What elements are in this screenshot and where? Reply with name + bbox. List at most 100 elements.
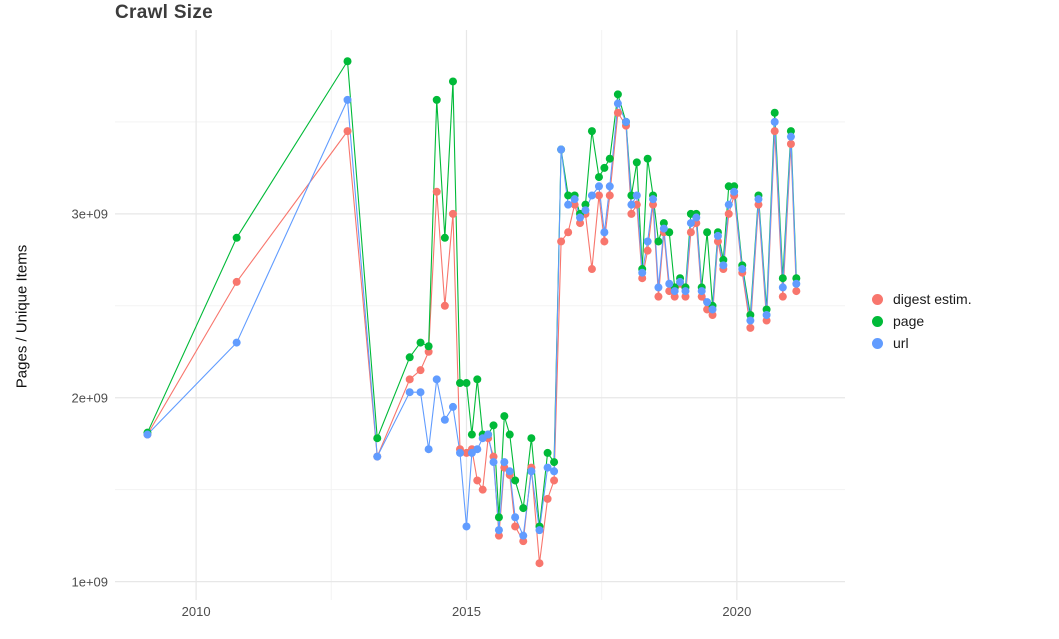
legend-item-page: page: [872, 310, 972, 332]
legend-label: url: [893, 335, 909, 351]
data-point-page: [587, 127, 596, 136]
data-point-digest-estim-: [605, 191, 614, 200]
data-point-page: [505, 430, 514, 439]
data-point-digest-estim-: [670, 292, 679, 301]
legend-item-digest-estim-: digest estim.: [872, 288, 972, 310]
data-point-page: [489, 421, 498, 430]
data-point-page: [373, 434, 382, 443]
data-point-digest-estim-: [786, 140, 795, 148]
data-point-url: [462, 522, 471, 531]
data-point-url: [570, 195, 579, 204]
legend-key-icon: [872, 293, 883, 305]
data-point-page: [527, 434, 536, 443]
data-point-page: [448, 77, 457, 86]
data-point-page: [473, 375, 482, 384]
data-point-url: [665, 279, 674, 288]
data-point-digest-estim-: [432, 187, 441, 196]
data-point-url: [143, 430, 152, 439]
data-point-page: [462, 379, 471, 388]
data-point-url: [713, 231, 722, 240]
data-point-url: [405, 388, 414, 397]
data-point-url: [587, 191, 596, 200]
data-point-url: [778, 283, 787, 292]
data-point-url: [600, 228, 609, 237]
data-point-url: [770, 117, 779, 126]
data-point-digest-estim-: [416, 366, 425, 375]
data-point-url: [343, 95, 352, 104]
data-point-url: [738, 265, 747, 274]
data-point-page: [500, 412, 509, 421]
data-point-url: [692, 213, 701, 222]
data-point-page: [613, 90, 622, 99]
data-point-url: [632, 191, 641, 200]
data-point-digest-estim-: [697, 292, 706, 301]
data-point-url: [638, 268, 647, 277]
data-point-url: [605, 182, 614, 191]
data-point-digest-estim-: [627, 209, 636, 218]
data-point-page: [600, 163, 609, 172]
data-point-url: [754, 195, 763, 204]
data-point-digest-estim-: [519, 537, 528, 546]
data-point-page: [494, 513, 503, 522]
data-point-url: [670, 287, 679, 296]
data-point-digest-estim-: [762, 316, 771, 325]
data-point-page: [746, 311, 755, 319]
data-point-page: [455, 379, 464, 388]
data-point-digest-estim-: [478, 485, 487, 494]
data-point-url: [681, 287, 690, 296]
data-point-page: [511, 476, 520, 485]
legend-label: digest estim.: [893, 291, 972, 307]
data-point-page: [424, 342, 433, 351]
data-point-url: [622, 117, 630, 126]
data-point-url: [724, 200, 733, 209]
data-point-url: [564, 200, 573, 209]
data-point-page: [343, 57, 352, 66]
data-point-url: [557, 145, 566, 154]
data-point-url: [576, 213, 585, 222]
data-point-digest-estim-: [724, 209, 733, 218]
data-point-page: [643, 154, 652, 163]
data-point-page: [405, 353, 414, 362]
data-point-digest-estim-: [576, 219, 585, 228]
data-point-page: [432, 95, 441, 104]
data-point-digest-estim-: [343, 127, 352, 136]
data-point-url: [643, 237, 652, 246]
data-point-digest-estim-: [600, 237, 609, 246]
data-point-digest-estim-: [713, 237, 722, 246]
data-point-url: [730, 187, 739, 196]
data-point-page: [564, 191, 573, 200]
data-point-digest-estim-: [489, 452, 498, 461]
data-point-page: [605, 154, 614, 163]
legend-key-icon: [872, 337, 883, 349]
data-point-url: [373, 452, 382, 461]
x-tick-label: 2015: [452, 604, 481, 619]
data-point-page: [719, 255, 728, 264]
data-point-digest-estim-: [778, 292, 787, 301]
data-point-page: [654, 237, 663, 246]
data-point-digest-estim-: [511, 522, 520, 531]
data-point-url: [416, 388, 425, 397]
plot-area: [115, 30, 845, 600]
data-point-page: [581, 200, 590, 209]
data-point-page: [762, 305, 771, 314]
data-point-digest-estim-: [535, 559, 544, 568]
data-point-url: [440, 415, 449, 424]
data-point-page: [632, 158, 641, 167]
data-point-url: [792, 279, 801, 288]
data-point-page: [543, 448, 552, 457]
data-point-url: [511, 513, 520, 522]
data-point-url: [489, 458, 498, 467]
data-point-page: [792, 274, 801, 283]
data-point-digest-estim-: [424, 347, 433, 356]
data-point-url: [448, 402, 457, 411]
data-point-url: [424, 445, 433, 454]
data-point-digest-estim-: [473, 476, 482, 485]
data-point-digest-estim-: [643, 246, 652, 255]
data-point-digest-estim-: [792, 287, 801, 296]
data-point-url: [686, 219, 695, 228]
data-point-digest-estim-: [594, 191, 603, 200]
data-point-page: [770, 108, 779, 117]
data-point-page: [703, 228, 712, 237]
data-point-url: [519, 531, 528, 540]
data-point-digest-estim-: [770, 127, 779, 136]
